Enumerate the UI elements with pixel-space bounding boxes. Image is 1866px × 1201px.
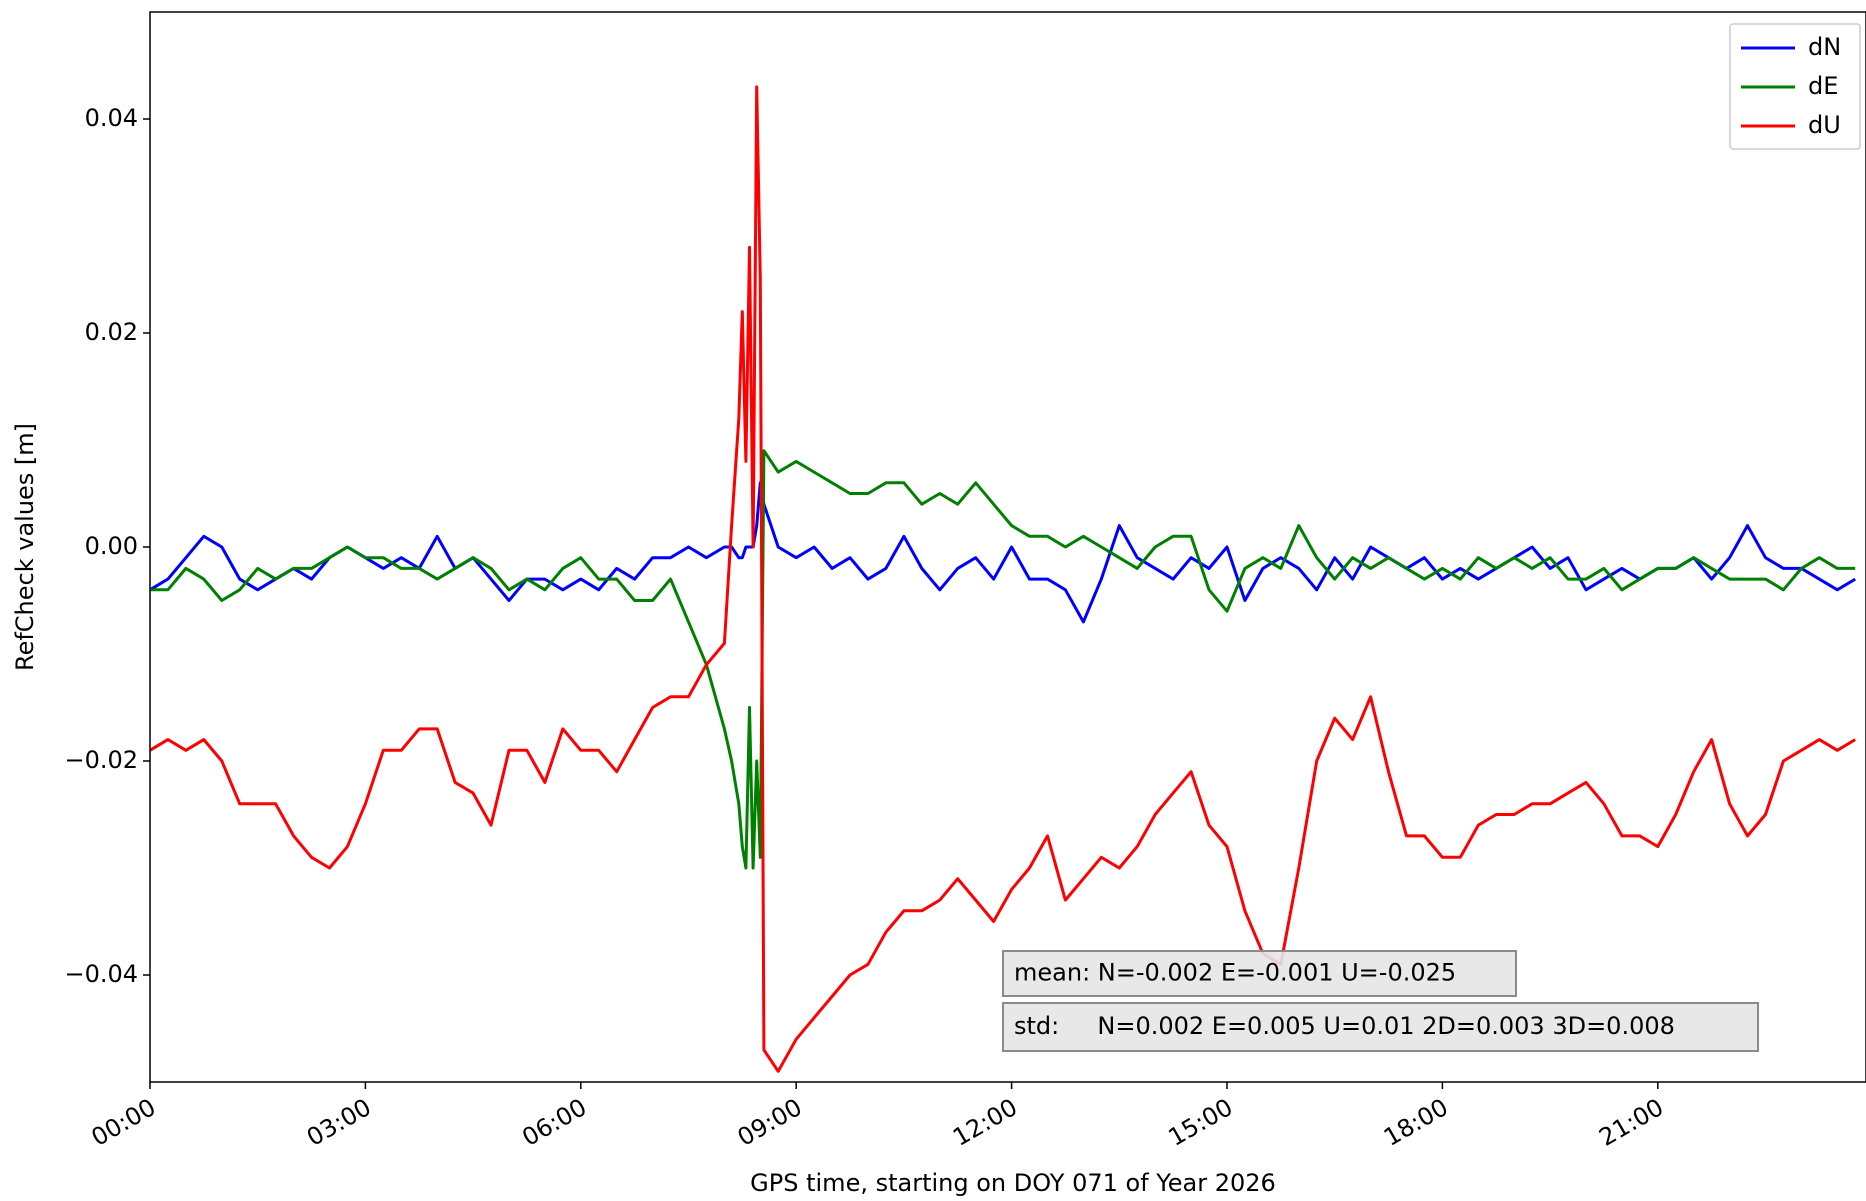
plot-area [150, 85, 1856, 1073]
plot-frame [149, 11, 1866, 1083]
data-line [150, 481, 1856, 624]
legend-label: dU [1808, 111, 1841, 139]
y-tick-label: −0.02 [64, 746, 138, 774]
data-line [150, 85, 1856, 1073]
legend-label: dN [1808, 33, 1841, 61]
x-tick-label: 06:00 [517, 1093, 591, 1152]
y-tick-label: −0.04 [64, 960, 138, 988]
y-axis-label: RefCheck values [m] [11, 423, 39, 671]
x-tick-label: 18:00 [1379, 1093, 1453, 1152]
annotation-box [1002, 950, 1517, 997]
x-tick-label: 12:00 [948, 1093, 1022, 1152]
annotation-box [1002, 1002, 1759, 1052]
x-tick-label: 09:00 [733, 1093, 807, 1152]
y-tick-label: 0.02 [85, 318, 138, 346]
x-axis-label: GPS time, starting on DOY 071 of Year 20… [750, 1169, 1276, 1197]
x-tick-label: 21:00 [1594, 1093, 1668, 1152]
legend-label: dE [1808, 72, 1838, 100]
y-tick-label: 0.04 [85, 104, 138, 132]
x-tick-label: 00:00 [87, 1093, 161, 1152]
x-tick-label: 15:00 [1164, 1093, 1238, 1152]
annotation-text: std: N=0.002 E=0.005 U=0.01 2D=0.003 3D=… [1014, 1012, 1675, 1040]
data-line [150, 449, 1856, 870]
y-tick-label: 0.00 [85, 532, 138, 560]
x-tick-label: 03:00 [302, 1093, 376, 1152]
annotation-text: mean: N=-0.002 E=-0.001 U=-0.025 [1014, 959, 1456, 987]
